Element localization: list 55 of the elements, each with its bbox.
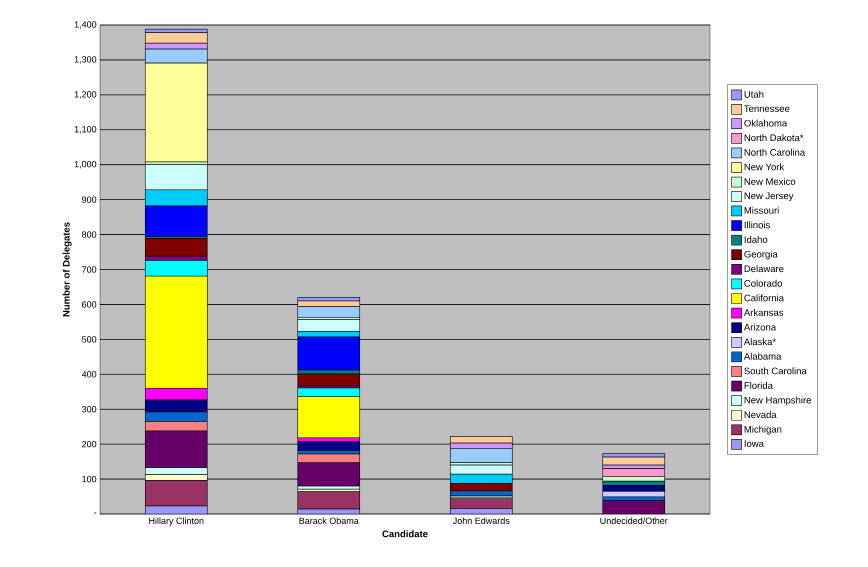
- bar: [297, 454, 360, 463]
- legend-label: Michigan: [744, 426, 782, 435]
- y-axis-title: Number of Delegates: [62, 222, 72, 316]
- legend-label: Arizona: [744, 324, 776, 331]
- legend-label: California: [744, 294, 784, 302]
- legend-label: Florida: [744, 382, 773, 389]
- y-tick-label: 400: [82, 371, 96, 378]
- legend-label: Alabama: [744, 352, 782, 360]
- y-tick-label: 800: [82, 231, 96, 238]
- legend-label: Illinois: [744, 221, 770, 228]
- y-tick-label: 900: [82, 196, 96, 203]
- bar: [144, 430, 208, 468]
- x-axis-title: Candidate: [382, 530, 428, 538]
- legend-label: Nevada: [744, 411, 777, 418]
- y-tick-label: 500: [82, 336, 96, 343]
- legend-label: New York: [744, 163, 784, 170]
- x-tick-label: Barack Obama: [299, 517, 359, 524]
- legend-label: Iowa: [744, 440, 764, 447]
- x-tick-label: John Edwards: [452, 517, 510, 524]
- legend-label: Utah: [744, 90, 764, 98]
- legend-label: Oklahoma: [744, 120, 788, 127]
- legend-label: New Jersey: [744, 192, 794, 202]
- y-tick-label: 300: [82, 406, 96, 412]
- x-tick-label: Undecided/Other: [600, 517, 668, 524]
- y-tick-label: 600: [82, 301, 96, 308]
- legend-label: New Hampshire: [744, 396, 812, 406]
- bar: [602, 468, 666, 477]
- legend-label: North Dakota*: [744, 134, 804, 142]
- y-tick-label: 1,200: [74, 91, 96, 99]
- y-tick-label: 100: [82, 476, 96, 482]
- legend-label: Missouri: [744, 206, 779, 214]
- y-tick-label: 1,400: [74, 21, 96, 29]
- legend-label: Alaska*: [744, 338, 776, 346]
- bar: [602, 500, 666, 514]
- y-tick-label: 1,000: [74, 160, 96, 168]
- y-tick-label: 700: [82, 266, 96, 273]
- legend-label: Georgia: [744, 250, 778, 260]
- legend-label: Arkansas: [744, 308, 784, 316]
- legend-label: New Mexico: [744, 178, 796, 185]
- x-tick-label: Hillary Clinton: [149, 517, 204, 526]
- legend-label: Delaware: [744, 265, 784, 272]
- legend-label: Tennessee: [744, 105, 790, 112]
- y-tick-label: -: [94, 512, 96, 514]
- legend-label: Idaho: [744, 236, 768, 243]
- legend-label: South Carolina: [744, 367, 807, 374]
- bar: [602, 456, 666, 466]
- y-tick-label: 200: [82, 440, 96, 448]
- y-tick-label: 1,300: [74, 56, 96, 64]
- legend-label: North Carolina: [744, 148, 806, 156]
- y-tick-label: 1,100: [74, 126, 96, 134]
- bar: [297, 486, 360, 490]
- bar: [297, 374, 360, 386]
- legend-label: Colorado: [744, 280, 782, 287]
- bar: [297, 441, 360, 451]
- bar: [297, 462, 360, 486]
